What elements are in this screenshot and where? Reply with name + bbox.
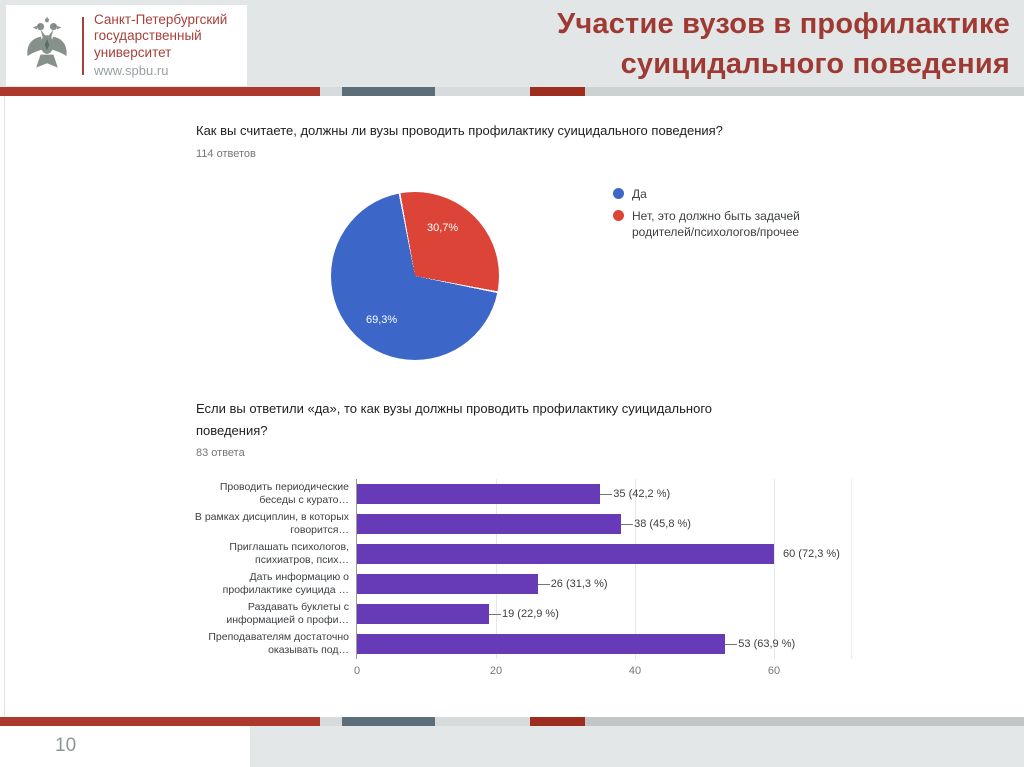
bar-value: 26 (31,3 %)	[550, 578, 608, 590]
logo-divider	[82, 16, 84, 75]
footer-left: 10	[0, 726, 250, 767]
value-connector	[621, 523, 634, 525]
bar	[357, 484, 601, 504]
legend-dot-blue-icon	[613, 188, 624, 199]
value-connector	[725, 643, 738, 645]
x-tick: 20	[489, 665, 503, 677]
bar-row: 60 (72,3 %)	[357, 539, 851, 569]
bar	[357, 544, 774, 564]
bar	[357, 574, 538, 594]
legend-label-yes: Да	[632, 187, 647, 201]
slide-title-line2: суицидального поведения	[620, 48, 1010, 80]
bar-value: 35 (42,2 %)	[613, 488, 671, 500]
logo-url: www.spbu.ru	[94, 63, 169, 78]
gridline-40	[635, 479, 636, 659]
value-connector	[600, 493, 613, 495]
x-tick: 60	[767, 665, 781, 677]
logo-text: Санкт-Петербургский государственный унив…	[94, 12, 227, 80]
bar-category-label: Преподавателям достаточно оказывать под…	[208, 631, 349, 656]
bar-value: 53 (63,9 %)	[738, 638, 796, 650]
header: Санкт-Петербургский государственный унив…	[0, 0, 1024, 87]
pie-legend: Да Нет, это должно быть задачей родителе…	[613, 186, 823, 246]
question-1: Как вы считаете, должны ли вузы проводит…	[196, 123, 723, 138]
bar-chart: Проводить периодические беседы с курато… …	[193, 479, 852, 677]
bar-chart-category-labels: Проводить периодические беседы с курато… …	[193, 479, 356, 659]
x-axis-ticks: 0 20 40 60	[354, 665, 853, 680]
bar-category-label: Дать информацию о профилактике суицида …	[222, 571, 349, 596]
bar-category-label: Проводить периодические беседы с курато…	[219, 481, 349, 506]
bar-row: 35 (42,2 %)	[357, 479, 851, 509]
logo-name-line2: государственный	[94, 28, 202, 43]
legend-dot-red-icon	[613, 210, 624, 221]
footer-right-panel	[250, 726, 1024, 767]
legend-item-no: Нет, это должно быть задачей родителей/п…	[613, 208, 823, 240]
footer-divider-band	[0, 717, 1024, 726]
value-connector	[489, 613, 501, 615]
slide-title-line1: Участие вузов в профилактике	[557, 8, 1010, 40]
bar-row: 53 (63,9 %)	[357, 629, 851, 659]
slide-title: Участие вузов в профилактике суицидально…	[557, 4, 1010, 84]
legend-item-yes: Да	[613, 186, 823, 202]
bar-category-label: Приглашать психологов, психиатров, псих…	[229, 541, 349, 566]
legend-label-no: Нет, это должно быть задачей родителей/п…	[632, 209, 800, 239]
page-number: 10	[55, 735, 77, 756]
gridline-60	[774, 479, 775, 659]
logo-name-line1: Санкт-Петербургский	[94, 11, 228, 27]
gridline-20	[496, 479, 497, 659]
pie-chart: 30,7% 69,3%	[331, 192, 499, 360]
left-border-hairline	[4, 96, 5, 717]
pie-slice-label-yes: 69,3%	[366, 314, 398, 326]
bar-chart-plot-area: 35 (42,2 %) 38 (45,8 %) 60 (72,3 %) 26 (…	[354, 479, 852, 677]
bar	[357, 514, 622, 534]
bar-row: 19 (22,9 %)	[357, 599, 851, 629]
x-tick: 0	[353, 665, 361, 677]
bar	[357, 634, 726, 654]
bar	[357, 604, 489, 624]
bar-row: 38 (45,8 %)	[357, 509, 851, 539]
question-2: Если вы ответили «да», то как вузы должн…	[196, 401, 713, 438]
pie-slice-label-no: 30,7%	[427, 222, 459, 234]
bar-category-label: Раздавать буклеты с информацией о профи…	[226, 601, 349, 626]
double-eagle-emblem-icon	[27, 16, 67, 68]
value-connector	[537, 583, 550, 585]
x-tick: 40	[628, 665, 642, 677]
bar-value: 60 (72,3 %)	[783, 548, 840, 560]
logo-name-line3: университет	[94, 44, 172, 60]
question-1-responses-count: 114 ответов	[196, 148, 256, 160]
bar-category-label: В рамках дисциплин, в которых говорится…	[194, 511, 349, 536]
bar-value: 38 (45,8 %)	[634, 518, 691, 530]
question-2-responses-count: 83 ответа	[196, 447, 245, 459]
bar-value: 19 (22,9 %)	[502, 608, 559, 620]
header-divider-band	[0, 87, 1024, 96]
university-logo: Санкт-Петербургский государственный унив…	[6, 5, 247, 86]
bar-row: 26 (31,3 %)	[357, 569, 851, 599]
